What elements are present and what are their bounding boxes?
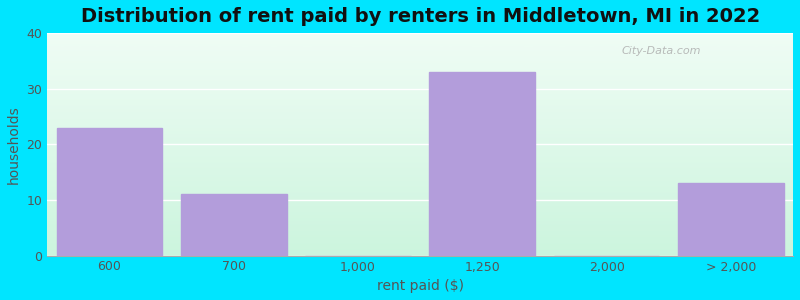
Bar <box>430 72 535 256</box>
Bar <box>678 183 784 256</box>
Bar <box>181 194 286 256</box>
Y-axis label: households: households <box>7 105 21 184</box>
Title: Distribution of rent paid by renters in Middletown, MI in 2022: Distribution of rent paid by renters in … <box>81 7 760 26</box>
Text: City-Data.com: City-Data.com <box>622 46 701 56</box>
X-axis label: rent paid ($): rent paid ($) <box>377 279 464 293</box>
Bar <box>57 128 162 256</box>
